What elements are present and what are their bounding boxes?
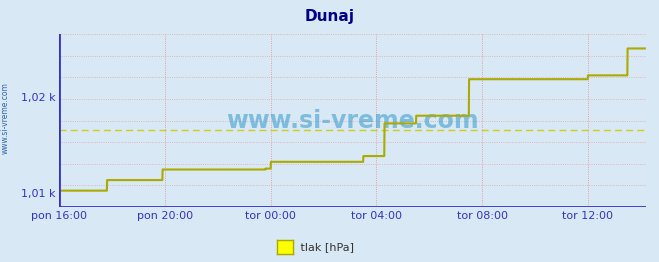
Text: tlak [hPa]: tlak [hPa] — [297, 242, 353, 252]
Text: www.si-vreme.com: www.si-vreme.com — [1, 82, 10, 154]
Text: www.si-vreme.com: www.si-vreme.com — [226, 108, 479, 133]
Text: Dunaj: Dunaj — [304, 9, 355, 24]
